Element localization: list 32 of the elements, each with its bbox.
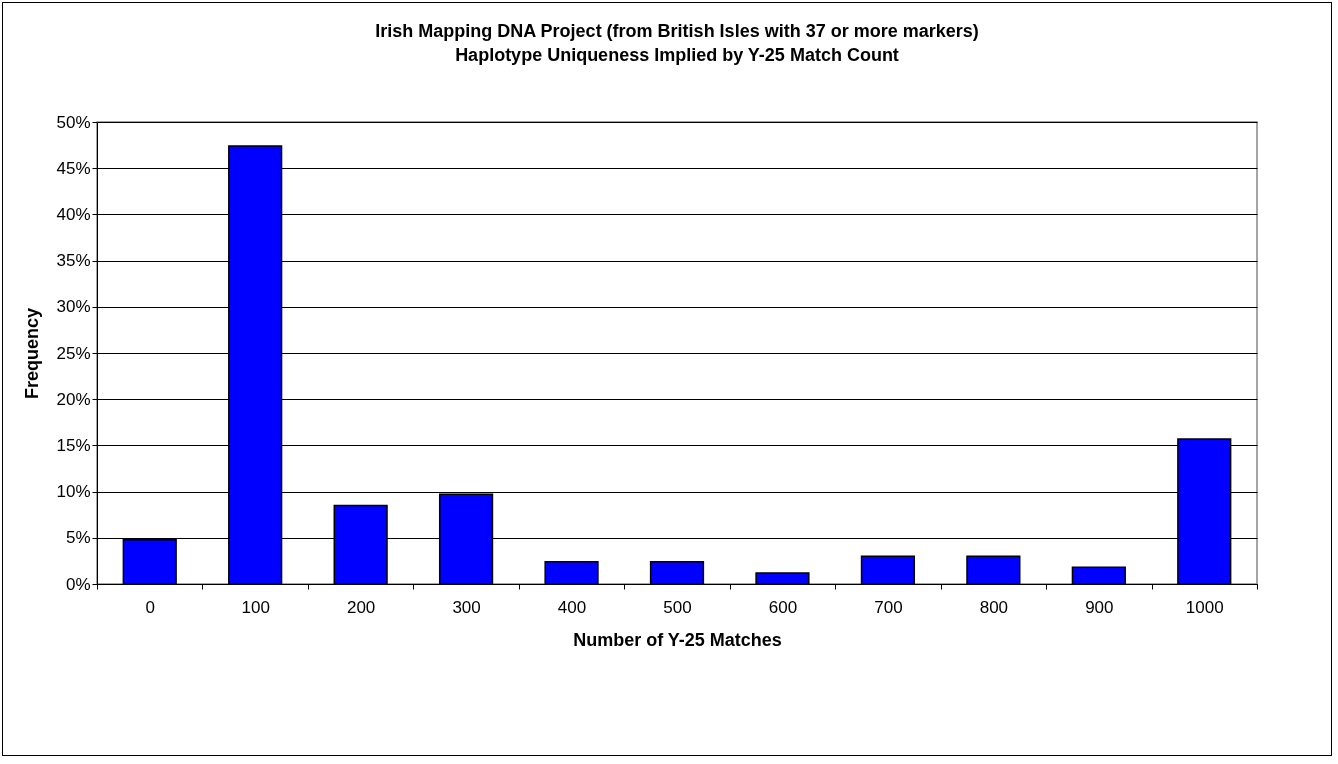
bar: [755, 572, 810, 585]
bar: [966, 555, 1021, 585]
bar: [544, 561, 599, 585]
bar: [860, 555, 916, 585]
bar: [649, 561, 705, 585]
x-axis-title: Number of Y-25 Matches: [573, 629, 782, 650]
y-tick-label: 30%: [56, 297, 91, 317]
x-tick-label: 700: [874, 597, 903, 617]
x-tick-label: 1000: [1185, 597, 1224, 617]
y-tick-label: 50%: [56, 112, 91, 132]
chart-subtitle: Haplotype Uniqueness Implied by Y-25 Match Count: [455, 45, 899, 65]
y-tick-label: 20%: [56, 389, 91, 409]
y-tick-label: 25%: [56, 343, 91, 363]
chart-title: Irish Mapping DNA Project (from British Isles with 37 or more markers): [375, 21, 979, 41]
y-axis-title: Frequency: [22, 307, 43, 400]
x-tick-label: 100: [241, 597, 270, 617]
x-tick-label: 300: [452, 597, 481, 617]
x-tick-label: 400: [557, 597, 587, 617]
y-tick-label: 35%: [56, 251, 91, 271]
x-tick-label: 900: [1085, 597, 1114, 617]
y-tick-label: 0%: [65, 574, 91, 594]
y-tick-label: 45%: [56, 158, 91, 178]
y-tick-label: 10%: [56, 482, 91, 502]
x-tick-label: 800: [979, 597, 1009, 617]
y-tick-label: 5%: [65, 528, 91, 548]
x-tick-label: 500: [663, 597, 692, 617]
x-tick-label: 0: [145, 597, 155, 617]
bar: [1071, 566, 1126, 585]
x-tick-label: 600: [768, 597, 798, 617]
y-tick-label: 15%: [56, 435, 91, 455]
x-tick-label: 200: [346, 597, 376, 617]
y-tick-label: 40%: [56, 204, 91, 224]
